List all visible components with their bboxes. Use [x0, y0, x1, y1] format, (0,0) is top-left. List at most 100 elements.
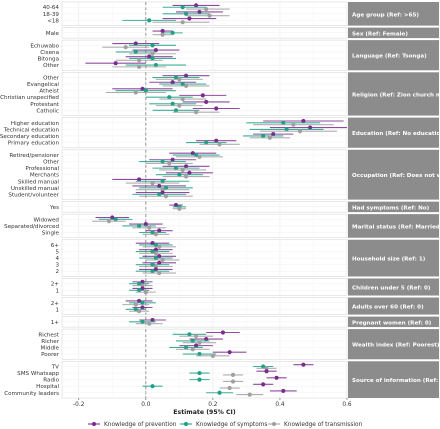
estimate-point — [261, 364, 266, 369]
row-label: Christian unspecified — [0, 95, 59, 101]
row-label: Protestant — [30, 102, 60, 108]
panel-strip-label: Sex (Ref: Female) — [352, 31, 408, 37]
panel-background — [61, 297, 348, 315]
row-label: 3 — [55, 263, 59, 269]
estimate-point — [150, 249, 155, 254]
estimate-point — [177, 172, 182, 177]
estimate-point — [197, 154, 202, 159]
estimate-point — [180, 167, 185, 173]
estimate-point — [157, 270, 162, 276]
estimate-point — [204, 99, 209, 105]
estimate-point — [163, 185, 169, 190]
estimate-point — [180, 81, 185, 87]
estimate-point — [281, 120, 286, 125]
estimate-point — [153, 232, 158, 237]
estimate-point — [150, 180, 155, 186]
panel-strip-label: Children under 5 (Ref: 0) — [352, 286, 431, 292]
row-label: Community leaders — [4, 391, 59, 397]
estimate-point — [137, 281, 142, 286]
x-tick-label: 0.6 — [342, 402, 352, 408]
estimate-point — [113, 61, 118, 66]
panel-strip — [348, 329, 439, 360]
row-label: Separated/divorced — [4, 224, 59, 230]
estimate-point — [230, 379, 236, 384]
row-label: 6+ — [51, 243, 60, 249]
estimate-point — [160, 159, 165, 164]
estimate-point — [177, 103, 182, 108]
estimate-point — [137, 58, 142, 63]
estimate-point — [150, 317, 155, 323]
row-label: 18-39 — [43, 12, 60, 18]
panel-strip — [348, 2, 439, 26]
estimate-point — [177, 206, 182, 211]
estimate-point — [167, 161, 172, 166]
estimate-point — [197, 370, 202, 376]
panel-strip — [348, 316, 439, 328]
panel-strip-label: Education (Ref: No education) — [352, 131, 440, 137]
row-label: Middle — [41, 345, 60, 351]
panel-strip-label: Source of information (Ref: No) — [352, 378, 440, 384]
estimate-point — [217, 390, 222, 395]
row-label: Widowed — [33, 217, 59, 223]
estimate-point — [267, 135, 272, 140]
panel-strip — [348, 278, 439, 296]
panel-strip — [348, 214, 439, 238]
row-label: SMS Whatsapp — [17, 371, 59, 377]
estimate-point — [153, 247, 158, 252]
estimate-point — [297, 129, 303, 134]
estimate-point — [183, 83, 189, 89]
estimate-point — [153, 242, 158, 248]
x-axis-title: Estimate (95% CI) — [173, 409, 236, 416]
estimate-point — [197, 340, 202, 345]
panel-strip — [348, 297, 439, 315]
estimate-point — [133, 90, 138, 95]
estimate-point — [150, 51, 155, 56]
row-label: Yes — [49, 205, 59, 211]
estimate-point — [177, 77, 182, 82]
estimate-point — [137, 177, 142, 182]
row-label: Male — [46, 31, 60, 37]
estimate-point — [284, 127, 289, 132]
estimate-point — [197, 377, 202, 382]
estimate-point — [147, 225, 152, 230]
legend-key-point — [183, 421, 189, 427]
estimate-point — [187, 170, 192, 175]
row-label: 2+ — [51, 301, 60, 307]
estimate-point — [264, 369, 269, 374]
estimate-point — [220, 330, 226, 335]
estimate-point — [147, 321, 152, 326]
x-tick-label: -0.2 — [73, 402, 85, 408]
row-label: 1 — [55, 307, 59, 313]
panel-strip-label: Marital status (Ref: Married) — [352, 224, 440, 230]
estimate-point — [261, 133, 266, 139]
estimate-point — [150, 269, 155, 274]
estimate-point — [183, 73, 189, 78]
row-label: Richer — [41, 339, 60, 345]
estimate-point — [137, 309, 142, 314]
panel-strip-label: Household size (Ref: 1) — [352, 257, 426, 263]
estimate-point — [197, 351, 202, 357]
estimate-point — [200, 93, 205, 98]
estimate-point — [137, 288, 142, 293]
estimate-point — [308, 125, 313, 130]
row-label: Richest — [38, 332, 59, 338]
estimate-point — [140, 319, 145, 324]
row-label: Professional — [25, 166, 59, 172]
panel-strip-label: Religion (Ref: Zion church member) — [352, 92, 440, 98]
estimate-point — [150, 241, 155, 246]
estimate-point — [194, 343, 199, 348]
estimate-point — [153, 62, 158, 68]
estimate-point — [137, 64, 142, 69]
estimate-point — [194, 152, 199, 158]
estimate-point — [157, 192, 162, 197]
estimate-point — [204, 6, 209, 12]
estimate-point — [180, 5, 185, 10]
row-label: Cisena — [40, 50, 59, 56]
estimate-point — [160, 187, 165, 192]
estimate-point — [183, 164, 189, 169]
estimate-point — [210, 353, 215, 358]
row-label: Technical education — [3, 127, 60, 133]
row-label: 1+ — [51, 320, 60, 326]
estimate-point — [157, 228, 162, 233]
